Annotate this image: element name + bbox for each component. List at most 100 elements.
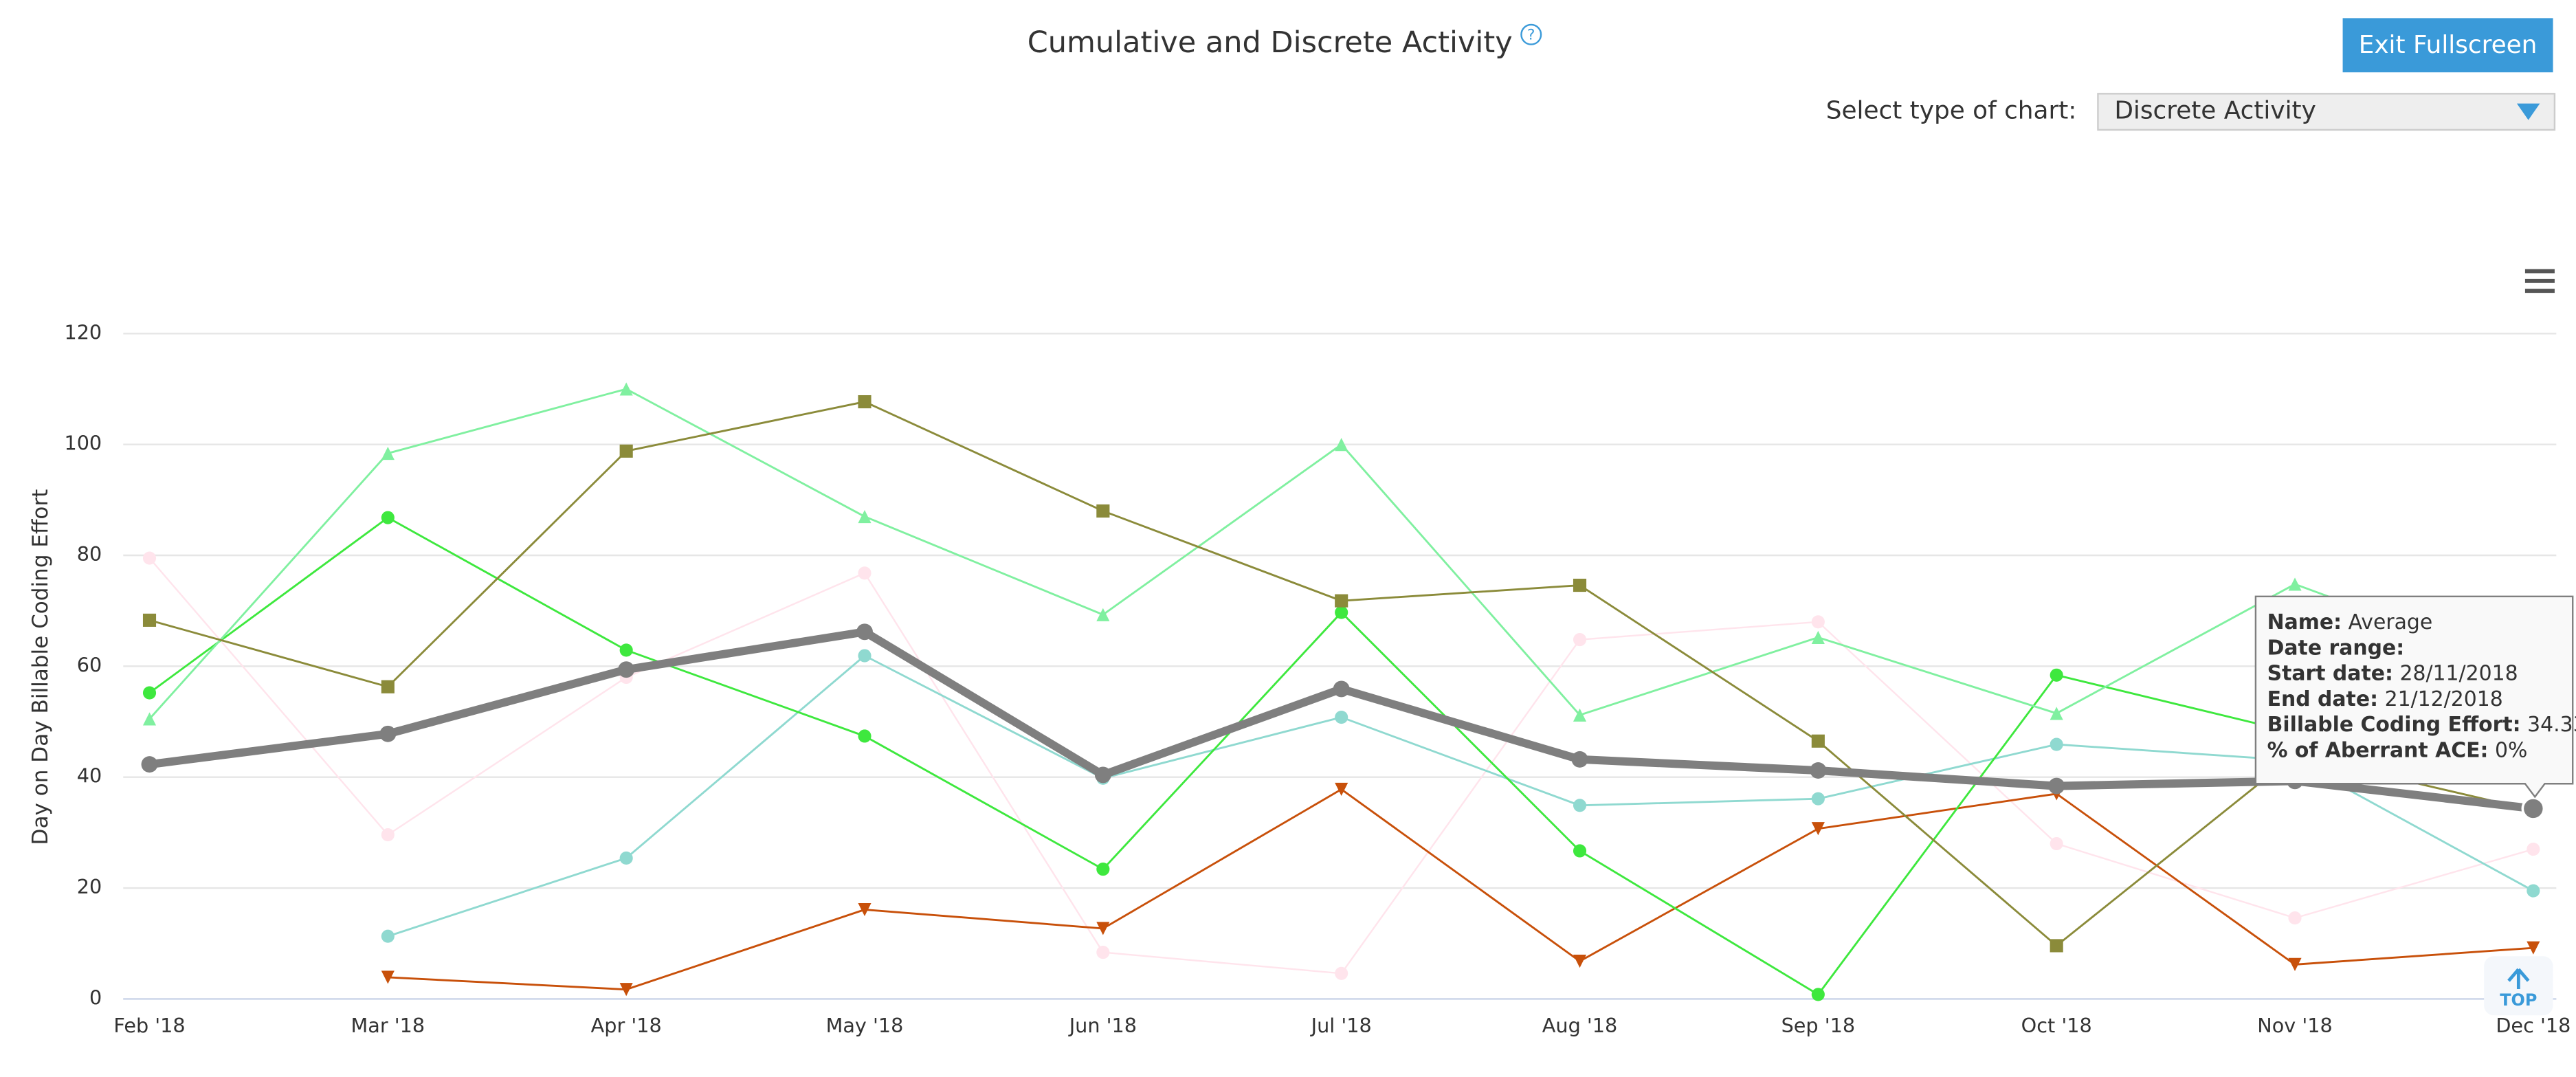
point [619, 444, 633, 458]
tooltip-value: 21/12/2018 [2385, 687, 2503, 711]
point [1573, 844, 1587, 858]
series-line [388, 788, 2533, 991]
exit-button[interactable] [2342, 18, 2553, 73]
point [379, 725, 397, 742]
tooltip-value: 0% [2495, 738, 2527, 762]
point [1335, 966, 1348, 980]
tooltip-box [2254, 595, 2574, 799]
point [2527, 843, 2540, 856]
y-axis-title: Day on Day Billable Coding Effort [28, 489, 53, 845]
series-line [387, 654, 2534, 937]
point [1573, 579, 1587, 592]
point [141, 756, 158, 773]
point [1096, 946, 1110, 959]
point [1811, 734, 1825, 748]
point [619, 382, 633, 396]
point [858, 509, 871, 524]
point [858, 729, 871, 743]
y-tick-label: 60 [77, 653, 102, 676]
tooltip-value: Average [2349, 610, 2433, 634]
y-tick-label: 0 [89, 986, 102, 1009]
exit-button-text[interactable]: Exit Fullscreen [2359, 31, 2538, 59]
point [619, 643, 633, 657]
point [1811, 822, 1825, 836]
point [1096, 863, 1110, 876]
y-tick-label: 100 [64, 432, 102, 455]
x-tick-label: Jul '18 [1310, 1014, 1372, 1037]
top-arrow[interactable] [2507, 968, 2530, 990]
point [2050, 836, 2063, 851]
plot-area: 0 20 40 60 80 100 120 Feb '18 Mar '18 Apr '18 May … [64, 320, 2571, 1037]
tooltip-label: Start date: [2267, 661, 2393, 685]
series-line [149, 401, 2534, 947]
x-tick-label: Apr '18 [591, 1014, 662, 1037]
select-value[interactable]: Discrete Activity [2114, 97, 2316, 125]
x-tick-label: Dec '18 [2496, 1014, 2571, 1037]
tooltip-row: Date range: [2267, 636, 2405, 660]
top-button[interactable]: TOP [2484, 956, 2553, 1016]
series-line [148, 557, 2534, 975]
point [142, 712, 157, 726]
point [858, 649, 871, 663]
point [856, 623, 873, 641]
point [381, 511, 395, 524]
menu-icon[interactable] [2524, 269, 2555, 293]
x-tick-label: Sep '18 [1781, 1014, 1856, 1037]
point [142, 613, 157, 627]
tooltip-row: Start date: 28/11/2018 [2267, 661, 2518, 685]
tooltip-value: 34.33 [2527, 713, 2576, 737]
select-arrow[interactable] [2516, 103, 2540, 120]
point [1573, 633, 1587, 647]
x-tick-label: Aug '18 [1542, 1014, 1617, 1037]
chart-title: Cumulative and Discrete Activity [1028, 25, 1513, 60]
tooltip-row: End date: 21/12/2018 [2267, 687, 2503, 711]
tooltip-row: Name: Average [2267, 610, 2433, 634]
point [1573, 954, 1587, 968]
x-tick-label: May '18 [826, 1014, 904, 1037]
point [2288, 957, 2302, 971]
point [858, 566, 871, 580]
point [618, 661, 635, 678]
point [2050, 668, 2063, 682]
y-tick-label: 120 [64, 320, 102, 344]
y-tick-label: 80 [77, 542, 102, 566]
point [2288, 911, 2302, 925]
point [1810, 762, 1827, 779]
x-tick-label: Feb '18 [113, 1014, 185, 1037]
y-tick-label: 40 [77, 764, 102, 788]
point [1335, 606, 1348, 619]
point [2050, 737, 2063, 751]
tooltip-row: Billable Coding Effort:34.33 [2267, 713, 2576, 737]
point [858, 902, 871, 917]
point [142, 686, 157, 700]
x-tick-label: Oct '18 [2021, 1014, 2092, 1037]
x-tick-label: Mar '18 [351, 1014, 425, 1037]
point [142, 551, 157, 565]
point [1811, 792, 1825, 806]
help-text[interactable]: ? [1527, 26, 1535, 43]
tooltip-label: Name: [2267, 610, 2342, 634]
point [1096, 922, 1110, 935]
top-text[interactable]: TOP [2500, 990, 2537, 1010]
point [2527, 884, 2540, 898]
hover-point [2521, 797, 2546, 821]
chart-type-select[interactable] [2097, 93, 2556, 131]
tooltip-label: % of Aberrant ACE: [2267, 738, 2489, 762]
point [381, 970, 395, 984]
tooltip-label: End date: [2267, 687, 2378, 711]
point [1096, 608, 1110, 621]
y-tick-label: 20 [77, 875, 102, 898]
tooltip-label: Date range: [2267, 636, 2405, 660]
point [381, 447, 395, 460]
help-icon[interactable] [1520, 23, 1542, 45]
point [1811, 615, 1825, 629]
x-tick-label: Jun '18 [1068, 1014, 1137, 1037]
point [1811, 630, 1825, 644]
x-tick-label: Nov '18 [2257, 1014, 2332, 1037]
tooltip-value: 28/11/2018 [2399, 661, 2518, 685]
point [1096, 504, 1110, 518]
tooltip-row: % of Aberrant ACE: 0% [2267, 738, 2528, 762]
point [2050, 707, 2063, 720]
